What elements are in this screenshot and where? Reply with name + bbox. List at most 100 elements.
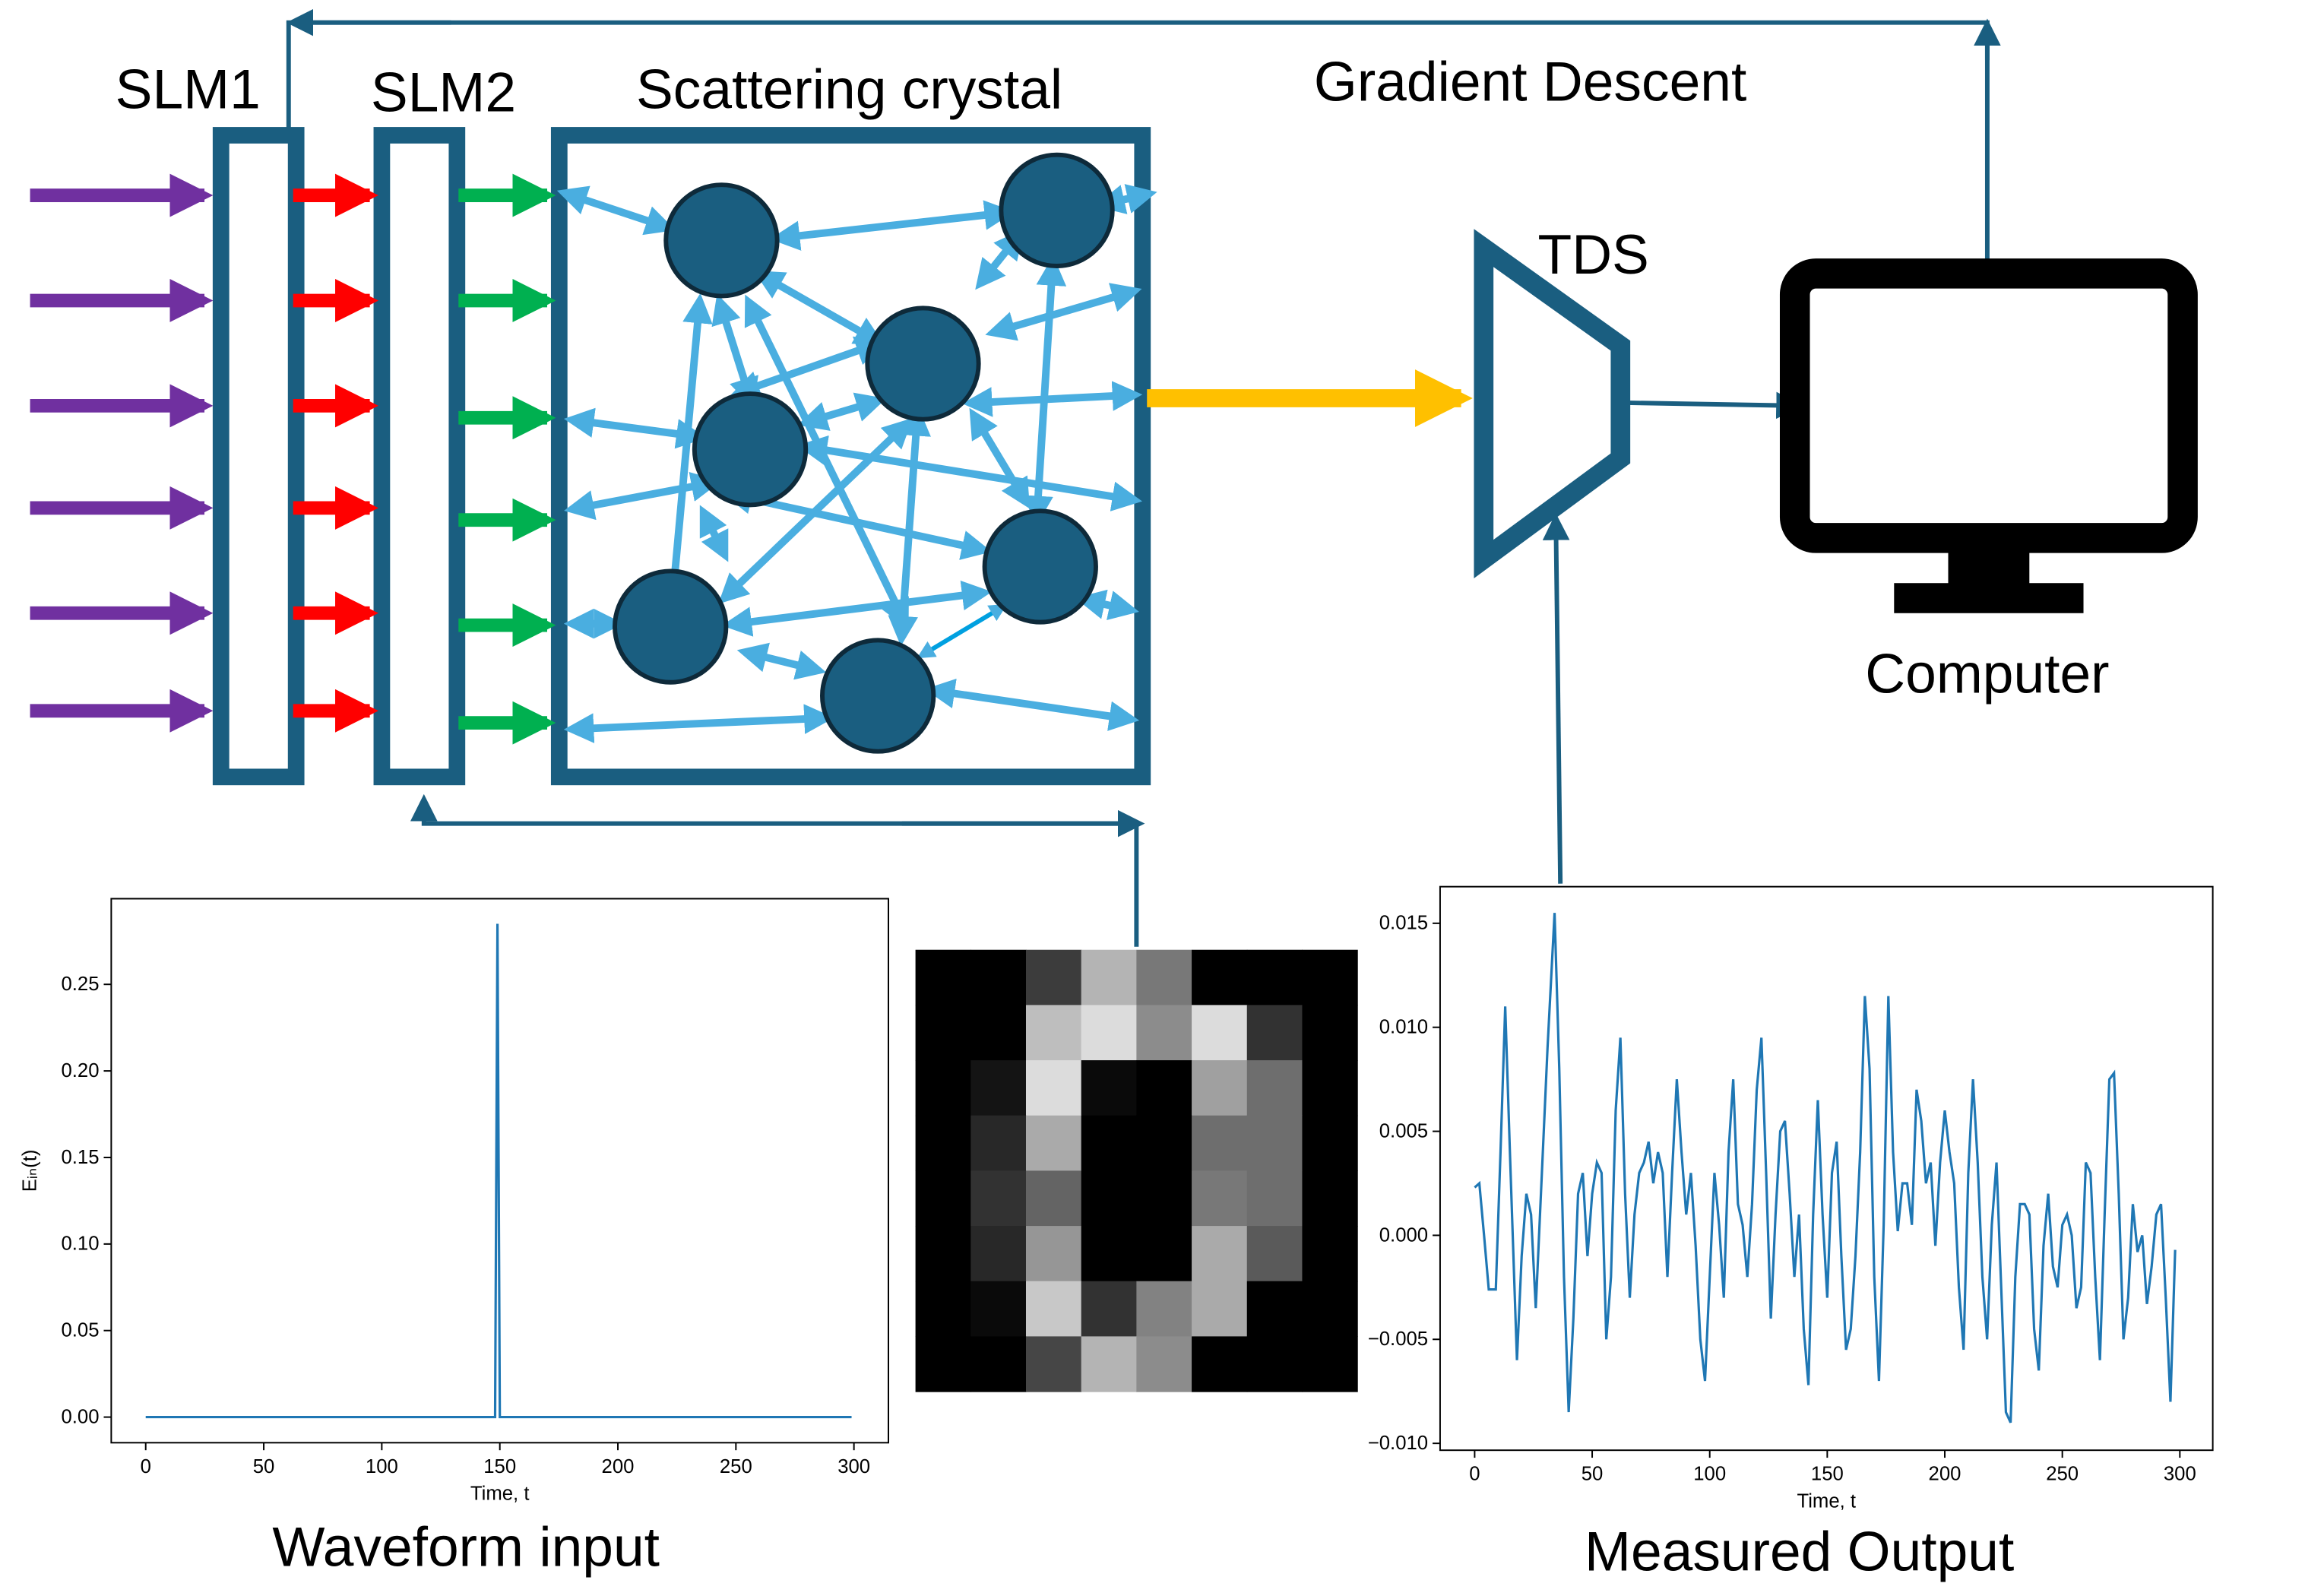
- x-tick-label: 150: [1811, 1464, 1844, 1485]
- gradient-loop: [274, 20, 1990, 268]
- x-tick-label: 100: [366, 1456, 398, 1477]
- x-axis-label: Time, t: [1797, 1490, 1856, 1512]
- scatter-arrow: [556, 185, 676, 236]
- pixel: [1025, 1060, 1082, 1116]
- y-tick-label: 0.20: [62, 1060, 100, 1081]
- pixel: [970, 1115, 1027, 1171]
- gradient-label: Gradient Descent: [1314, 50, 1746, 112]
- scatter-arrow: [563, 704, 834, 743]
- scatter-arrow: [699, 505, 729, 562]
- waveform-label: Waveform input: [272, 1515, 660, 1578]
- pixel: [1081, 1115, 1137, 1171]
- pixel: [1025, 1115, 1082, 1171]
- x-axis-label: Time, t: [470, 1483, 530, 1504]
- pixel: [1302, 1336, 1358, 1392]
- computer-label: Computer: [1865, 643, 2109, 705]
- pixel: [1302, 949, 1358, 1005]
- pixel: [1081, 1336, 1137, 1392]
- pixel: [1192, 1281, 1248, 1337]
- pixel: [1081, 1005, 1137, 1061]
- scatter-arrow: [718, 417, 913, 604]
- pixel: [1136, 1336, 1192, 1392]
- scatter-arrow: [917, 603, 1008, 659]
- pixel: [1081, 1170, 1137, 1227]
- x-tick-label: 50: [253, 1456, 275, 1477]
- scatter-arrow: [924, 678, 1140, 731]
- x-tick-label: 300: [837, 1456, 870, 1477]
- pixel: [1192, 1226, 1248, 1282]
- scatter-arrow: [797, 392, 887, 431]
- scatter-arrow: [769, 200, 1015, 251]
- slm1: [212, 127, 305, 786]
- pixel: [1192, 1005, 1248, 1061]
- scatterer: [613, 568, 729, 685]
- scatter-arrow: [1075, 589, 1139, 620]
- pixel: [1302, 1060, 1358, 1116]
- pixel: [1192, 1060, 1248, 1116]
- x-tick-label: 200: [602, 1456, 635, 1477]
- pixel: [970, 1281, 1027, 1337]
- tds-shape: [1474, 229, 1631, 579]
- tds-label: TDS: [1538, 223, 1649, 286]
- y-tick-label: 0.10: [62, 1233, 100, 1255]
- measured-chart: 0 50 100 150 200 250 300 −0.010 −0.005 0.000 0.005…: [1368, 885, 2214, 1512]
- pixel: [1246, 1281, 1303, 1337]
- pixel: [1246, 1170, 1303, 1227]
- scatterer: [865, 306, 981, 422]
- pixel: [915, 949, 971, 1005]
- x-tick-label: 150: [483, 1456, 516, 1477]
- pixel: [1246, 949, 1303, 1005]
- y-tick-label: 0.000: [1379, 1224, 1428, 1246]
- y-axis-label: Eᵢₙ(t): [19, 1150, 40, 1192]
- y-tick-label: 0.005: [1379, 1120, 1428, 1142]
- scatterer: [999, 152, 1115, 268]
- y-tick-label: −0.010: [1368, 1433, 1428, 1454]
- pixel: [970, 1005, 1027, 1061]
- pixel: [915, 1170, 971, 1227]
- pixel: [970, 1226, 1027, 1282]
- pixel: [970, 1336, 1027, 1392]
- pixel: [1025, 1170, 1082, 1227]
- scatterer: [663, 182, 780, 299]
- tds-to-computer: [1626, 391, 1803, 420]
- waveform-chart: 0 50 100 150 200 250 300 0.00 0.05 0.10 0.15 0.20 0.…: [19, 898, 889, 1504]
- scatter-arrow: [736, 642, 827, 680]
- pixel: [915, 1005, 971, 1061]
- pixel: [1192, 1115, 1248, 1171]
- scatter-arrow: [1094, 184, 1157, 214]
- pixel: [1246, 1336, 1303, 1392]
- pixel: [1136, 1060, 1192, 1116]
- scatterer: [692, 391, 809, 508]
- pixel: [915, 1060, 971, 1116]
- slm1-label: SLM1: [116, 58, 261, 120]
- measured-label: Measured Output: [1585, 1520, 2014, 1582]
- pixel: [1136, 1115, 1192, 1171]
- pixel: [1192, 1336, 1248, 1392]
- digit-image: [915, 949, 1358, 1392]
- scatter-arrows: [556, 184, 1157, 743]
- pixel: [1246, 1115, 1303, 1171]
- beams: [30, 173, 556, 745]
- scatter-arrow: [975, 228, 1024, 290]
- pixel: [915, 1336, 971, 1392]
- scatter-arrow: [961, 381, 1143, 417]
- monitor-base: [1894, 583, 2084, 613]
- x-tick-label: 250: [2046, 1464, 2079, 1485]
- data-line: [145, 923, 852, 1419]
- pixel: [1081, 1060, 1137, 1116]
- pixel: [1192, 1170, 1248, 1227]
- scatterer: [982, 508, 1098, 625]
- pixel: [1136, 1005, 1192, 1061]
- pixel: [1136, 1226, 1192, 1282]
- pixel: [1136, 1170, 1192, 1227]
- feedback-lines: [274, 8, 2001, 947]
- pixel: [1246, 1226, 1303, 1282]
- pixel: [1025, 1281, 1082, 1337]
- pixel: [1081, 1226, 1137, 1282]
- y-tick-label: 0.25: [62, 974, 100, 995]
- pixel: [1302, 1281, 1358, 1337]
- computer-icon: [1779, 258, 2198, 613]
- crystal-label: Scattering crystal: [636, 58, 1062, 120]
- y-tick-label: 0.015: [1379, 913, 1428, 934]
